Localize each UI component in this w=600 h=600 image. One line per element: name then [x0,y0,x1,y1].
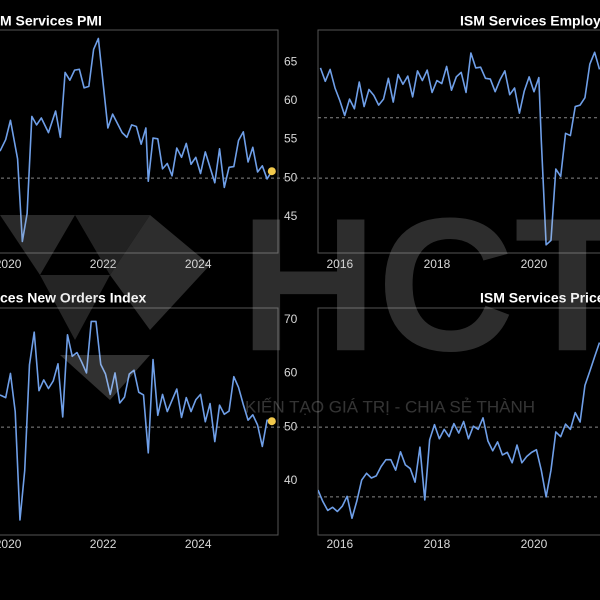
series-line [318,342,600,520]
logo-shape [60,355,150,400]
charts: M Services PMI 2020 2022 2024 45 50 55 60 65 ISM … [0,13,600,551]
series-line [0,37,273,243]
logo-shape [75,215,150,275]
end-marker [267,417,276,426]
x-tick-label: 2020 [521,257,548,271]
x-tick-label: 2022 [90,537,117,551]
x-tick-label: 2022 [90,257,117,271]
panel-border [317,307,600,536]
chart-panel: ISM Services Employm 2016 2018 2020 [317,13,600,271]
watermark-tagline: KIẾN TẠO GIÁ TRỊ - CHIA SẺ THÀNH [245,397,535,416]
chart-title: ISM Services Employm [460,13,600,29]
panel-border [0,29,279,254]
chart-title: ISM Services Price [480,290,600,306]
watermark: HCT KIẾN TẠO GIÁ TRỊ - CHIA SẺ THÀNH [0,179,600,416]
x-tick-label: 2016 [326,257,353,271]
logo-shape [0,215,75,275]
logo-shape [40,275,110,340]
y-tick-label: 40 [284,473,298,487]
chart-panel: ces New Orders Index 2020 2022 2024 40 50 60 70 [0,290,600,551]
series-line [319,51,600,246]
x-tick-label: 2016 [326,537,353,551]
chart-panel: M Services PMI 2020 2022 2024 45 50 55 60 65 [0,13,600,271]
y-tick-label: 70 [284,312,298,326]
panel-border [317,29,600,254]
chart-title: M Services PMI [0,13,102,29]
y-tick-label: 45 [284,209,298,223]
x-tick-label: 2020 [521,537,548,551]
chart-title: ces New Orders Index [0,290,147,306]
plot-area [0,37,600,243]
y-tick-label: 55 [284,132,298,146]
watermark-text: HCT [240,179,600,391]
plot-area [318,342,600,520]
logo-shape [110,215,210,330]
plot-area [0,320,600,521]
y-tick-label: 50 [284,419,298,433]
panel-border [0,307,279,536]
x-tick-label: 2020 [0,257,22,271]
series-line [0,320,272,521]
y-tick-label: 65 [284,55,298,69]
x-tick-label: 2020 [0,537,22,551]
plot-area [318,51,600,246]
y-tick-label: 60 [284,93,298,107]
chart-panel: ISM Services Price 2016 2018 2020 [317,290,600,551]
x-tick-label: 2018 [424,257,451,271]
end-marker [267,167,276,176]
y-tick-label: 60 [284,366,298,380]
x-tick-label: 2024 [185,257,212,271]
x-tick-label: 2024 [185,537,212,551]
y-tick-label: 50 [284,170,298,184]
x-tick-label: 2018 [424,537,451,551]
